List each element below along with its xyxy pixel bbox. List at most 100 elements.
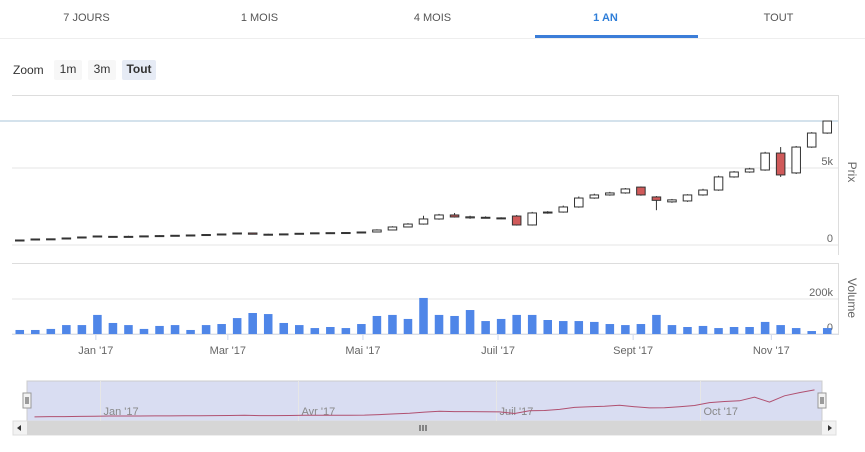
tab[interactable]: 1 AN [593, 12, 618, 24]
volume-bar [698, 325, 708, 334]
volume-bar [31, 329, 40, 334]
navigator-line [34, 389, 815, 418]
tab[interactable]: 4 MOIS [414, 12, 451, 24]
candle-body [403, 223, 413, 228]
volume-bar [574, 321, 584, 334]
volume-bar [419, 297, 428, 334]
volume-bar [170, 325, 180, 334]
tab[interactable]: 7 JOURS [63, 12, 109, 24]
zoom-button-label[interactable]: Tout [126, 62, 151, 76]
volume-bar [729, 327, 739, 334]
candle-body [496, 217, 506, 220]
volume-bar [636, 324, 646, 334]
candle-body [558, 206, 569, 213]
scroll-left-arrow[interactable] [17, 425, 21, 431]
candle-body [434, 214, 444, 220]
navigator-handle[interactable] [22, 392, 32, 409]
volume-bar [62, 325, 71, 334]
candle-body [775, 152, 786, 176]
volume-bar [621, 325, 630, 334]
volume-bar [248, 313, 257, 334]
zoom-button-label[interactable]: 3m [94, 62, 111, 76]
x-tick-label: Jan '17 [78, 345, 113, 357]
volume-bar [558, 321, 568, 334]
zoom-button[interactable] [88, 60, 116, 80]
candle-body [791, 146, 801, 174]
x-tick-label: Nov '17 [753, 345, 790, 357]
zoom-button[interactable] [122, 60, 156, 80]
candle-body [372, 229, 382, 233]
volume-bar [372, 315, 382, 334]
navigator-handle-grip [25, 397, 29, 404]
candle-body [760, 152, 770, 171]
candle-body [139, 235, 149, 238]
y-tick-label: 0 [827, 322, 833, 334]
volume-bar [201, 325, 211, 334]
zoom-button[interactable] [54, 60, 82, 80]
volume-bar [512, 314, 521, 334]
volume-bar [543, 320, 552, 334]
candle-body [729, 171, 739, 178]
volume-bar [108, 322, 118, 334]
candle-body [185, 234, 196, 237]
candle-body [511, 215, 522, 226]
x-tick-label: Sept '17 [613, 345, 653, 357]
candle-body [216, 233, 227, 236]
scrollbar-thumb[interactable] [27, 421, 822, 435]
candle-body [30, 238, 41, 241]
scroll-right-arrow[interactable] [828, 425, 832, 431]
tab-bar [0, 0, 865, 38]
scrollbar-grip [419, 425, 427, 431]
volume-bar [791, 328, 801, 334]
volume-bar [605, 324, 615, 334]
navigator-tick-label: Avr '17 [302, 406, 336, 418]
candle-body [806, 132, 817, 148]
candle-body [14, 239, 25, 242]
y-tick-label: 5k [821, 156, 833, 168]
volume-bar [465, 310, 475, 334]
navigator-tick-label: Oct '17 [704, 406, 739, 418]
candle-body [325, 232, 336, 235]
volume-bar [155, 325, 164, 334]
candle-body [310, 232, 320, 235]
candle-body [263, 233, 273, 236]
volume-bar [776, 325, 785, 334]
volume-bar [822, 328, 832, 334]
candle-body [418, 218, 429, 225]
candle-body [108, 235, 118, 238]
candle-body [620, 188, 631, 194]
volume-bar [93, 314, 102, 334]
candle-body [154, 235, 165, 238]
volume-bar [124, 325, 133, 334]
volume-bar [481, 321, 490, 334]
volume-bar [745, 327, 754, 334]
zoom-button-label[interactable]: 1m [60, 62, 77, 76]
candle-body [465, 216, 475, 219]
zoom-label: Zoom [13, 63, 44, 77]
navigator-tick-label: Juil '17 [500, 406, 534, 418]
volume-bar [667, 325, 677, 334]
volume-bar [760, 321, 770, 334]
candle-body [170, 234, 180, 237]
tab[interactable]: TOUT [764, 12, 794, 24]
navigator-tick-label: Jan '17 [104, 406, 139, 418]
y-axis-title: Prix [845, 162, 859, 183]
volume-bar [46, 328, 56, 334]
candle-body [822, 120, 833, 134]
tab[interactable]: 1 MOIS [241, 12, 278, 24]
volume-bar [357, 324, 366, 334]
volume-bar [341, 328, 351, 334]
volume-bar [232, 318, 242, 334]
volume-bar [683, 327, 692, 334]
candle-body [46, 238, 56, 241]
volume-bar [217, 324, 226, 334]
navigator-handle[interactable] [817, 392, 827, 409]
candle-body [480, 216, 491, 219]
navigator-handle-grip [820, 397, 824, 404]
volume-bar [15, 329, 25, 334]
tab-active-indicator [535, 35, 698, 38]
volume-bar [326, 327, 335, 334]
volume-bar [139, 328, 149, 334]
volume-bar [310, 328, 320, 334]
candle-body [387, 226, 398, 231]
